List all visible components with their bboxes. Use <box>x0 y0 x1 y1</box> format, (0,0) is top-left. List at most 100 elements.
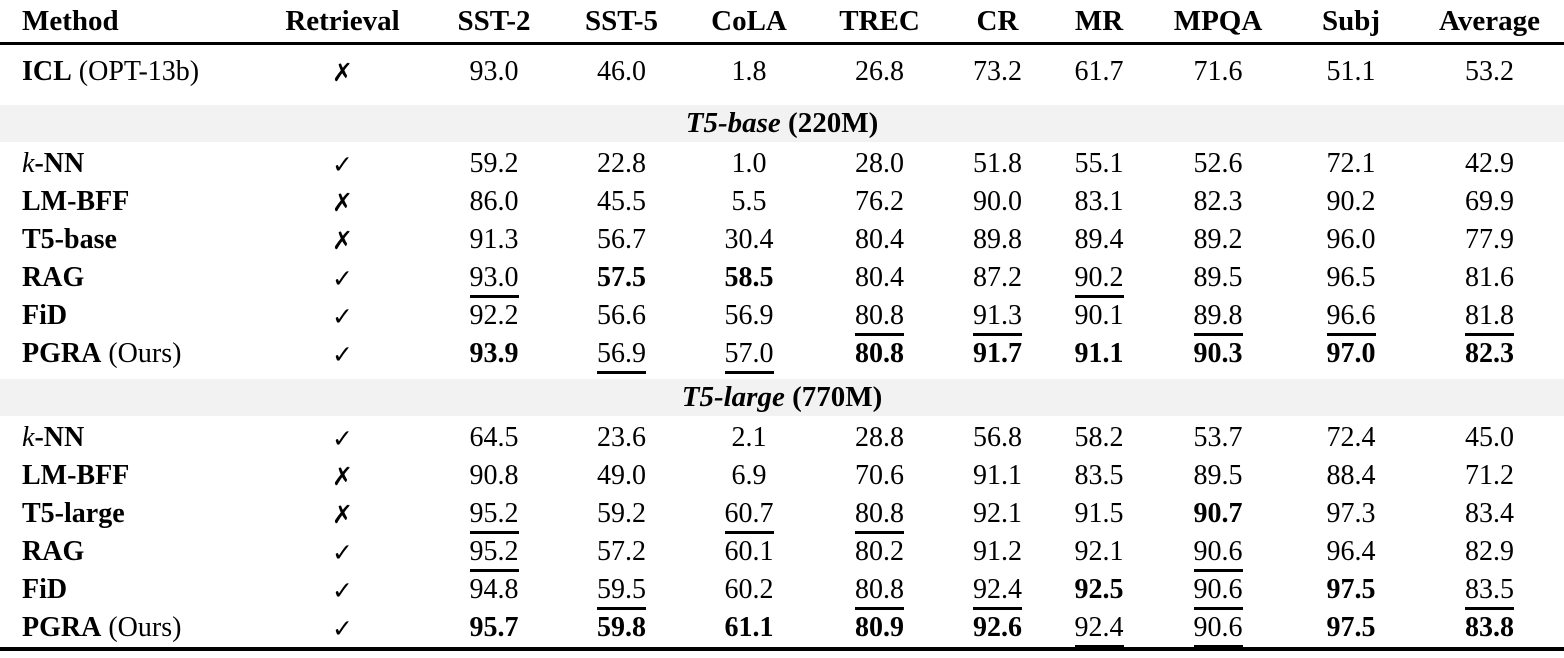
value-text: 5.5 <box>731 186 767 217</box>
value-text: 82.3 <box>1193 186 1243 217</box>
table-row: RAG ✓ 93.0 57.5 58.5 80.4 87.2 90.2 89.5 96.5 81.6 <box>0 259 1564 298</box>
column-header-trec: TREC <box>813 0 946 45</box>
value-text: 49.0 <box>597 460 646 491</box>
value-text: 95.2 <box>469 536 519 572</box>
value-text: 82.3 <box>1465 338 1514 369</box>
value-text: 60.1 <box>724 536 774 567</box>
value-cell: 90.0 <box>946 183 1049 221</box>
value-cell: 92.5 <box>1049 571 1149 609</box>
value-text: 59.2 <box>469 148 519 179</box>
method-label-part: LM-BFF <box>22 186 130 217</box>
value-text: 52.6 <box>1193 148 1243 179</box>
value-cell: 76.2 <box>813 183 946 221</box>
value-cell: 80.2 <box>813 533 946 571</box>
table-row: T5-base ✗ 91.3 56.7 30.4 80.4 89.8 89.4 89.2 96.0… <box>0 221 1564 259</box>
value-cell: 59.8 <box>558 609 685 649</box>
value-cell: 56.8 <box>946 418 1049 458</box>
value-cell: 91.2 <box>946 533 1049 571</box>
value-text: 89.5 <box>1193 460 1243 491</box>
value-cell: 92.6 <box>946 609 1049 649</box>
value-text: 56.6 <box>597 300 646 331</box>
method-label-part: PGRA <box>22 612 102 643</box>
method-cell: RAG <box>0 259 255 297</box>
value-cell: 91.3 <box>946 297 1049 336</box>
value-text: 91.5 <box>1074 498 1124 529</box>
value-text: 71.6 <box>1193 56 1243 87</box>
value-cell: 87.2 <box>946 259 1049 297</box>
method-cell: RAG <box>0 533 255 571</box>
value-cell: 95.2 <box>430 495 558 534</box>
value-text: 57.2 <box>597 536 646 567</box>
value-cell: 95.7 <box>430 609 558 649</box>
value-cell: 97.5 <box>1287 609 1415 649</box>
value-cell: 64.5 <box>430 418 558 458</box>
value-cell: 81.6 <box>1415 259 1564 297</box>
column-header-cr: CR <box>946 0 1049 45</box>
value-text: 83.8 <box>1465 612 1514 643</box>
value-cell: 69.9 <box>1415 183 1564 221</box>
value-cell: 80.8 <box>813 571 946 610</box>
value-cell: 56.6 <box>558 297 685 335</box>
value-text: 59.5 <box>597 574 646 610</box>
value-text: 80.4 <box>855 224 904 255</box>
value-cell: 60.1 <box>685 533 813 571</box>
value-text: 91.1 <box>973 460 1022 491</box>
column-header-mr: MR <box>1049 0 1149 45</box>
value-cell: 92.1 <box>1049 533 1149 571</box>
method-label-part: LM-BFF <box>22 460 130 491</box>
value-cell: 22.8 <box>558 144 685 184</box>
value-cell: 96.6 <box>1287 297 1415 336</box>
value-cell: 83.5 <box>1049 457 1149 495</box>
retrieval-check-icon: ✓ <box>332 613 353 643</box>
value-text: 90.6 <box>1193 536 1243 572</box>
value-cell: 57.5 <box>558 259 685 297</box>
value-cell: 61.1 <box>685 609 813 649</box>
method-cell: LM-BFF <box>0 457 255 495</box>
section-label-part: (220M) <box>780 107 879 139</box>
value-text: 94.8 <box>469 574 519 605</box>
value-text: 58.2 <box>1074 422 1124 453</box>
retrieval-cross-icon: ✗ <box>255 43 430 104</box>
value-cell: 71.2 <box>1415 457 1564 495</box>
table-body: ICL (OPT-13b) ✗ 93.0 46.0 1.8 26.8 73.2 61.7 71.… <box>0 43 1564 650</box>
section-label-part: T5-large <box>681 381 785 413</box>
retrieval-cross-icon: ✗ <box>332 461 353 491</box>
value-cell: 90.8 <box>430 457 558 495</box>
value-cell: 52.6 <box>1149 144 1287 184</box>
value-cell: 70.6 <box>813 457 946 495</box>
value-cell: 77.9 <box>1415 221 1564 259</box>
value-cell: 91.7 <box>946 335 1049 378</box>
value-text: 96.5 <box>1326 262 1376 293</box>
value-cell: 83.5 <box>1415 571 1564 610</box>
value-cell: 56.7 <box>558 221 685 259</box>
table-row: FiD ✓ 94.8 59.5 60.2 80.8 92.4 92.5 90.6 97.5 83.5 <box>0 571 1564 610</box>
value-cell: 96.5 <box>1287 259 1415 297</box>
value-text: 80.8 <box>855 300 904 336</box>
value-cell: 72.1 <box>1287 144 1415 184</box>
value-cell: 26.8 <box>813 43 946 104</box>
value-text: 89.2 <box>1193 224 1243 255</box>
value-text: 80.9 <box>855 612 904 643</box>
method-cell: T5-large <box>0 495 255 533</box>
method-label-part: ICL <box>22 56 72 87</box>
value-cell: 46.0 <box>558 43 685 104</box>
value-cell: 57.2 <box>558 533 685 571</box>
value-cell: 72.4 <box>1287 418 1415 458</box>
value-text: 81.8 <box>1465 300 1514 336</box>
value-text: 89.4 <box>1074 224 1124 255</box>
value-cell: 91.3 <box>430 221 558 259</box>
method-label-part: (Ours) <box>101 338 182 369</box>
table-row: LM-BFF ✗ 86.0 45.5 5.5 76.2 90.0 83.1 82.3 90.2 69… <box>0 183 1564 221</box>
value-text: 91.3 <box>973 300 1022 336</box>
retrieval-cross-icon: ✗ <box>332 225 353 255</box>
table-row: T5-large ✗ 95.2 59.2 60.7 80.8 92.1 91.5 90.7 97.… <box>0 495 1564 534</box>
value-text: 58.5 <box>724 262 774 293</box>
value-text: 30.4 <box>724 224 774 255</box>
column-header-average: Average <box>1415 0 1564 45</box>
method-label-part: T5-base <box>22 224 117 255</box>
value-text: 22.8 <box>597 148 646 179</box>
value-cell: 2.1 <box>685 418 813 458</box>
retrieval-cross-icon: ✗ <box>332 187 353 217</box>
value-cell: 73.2 <box>946 43 1049 104</box>
